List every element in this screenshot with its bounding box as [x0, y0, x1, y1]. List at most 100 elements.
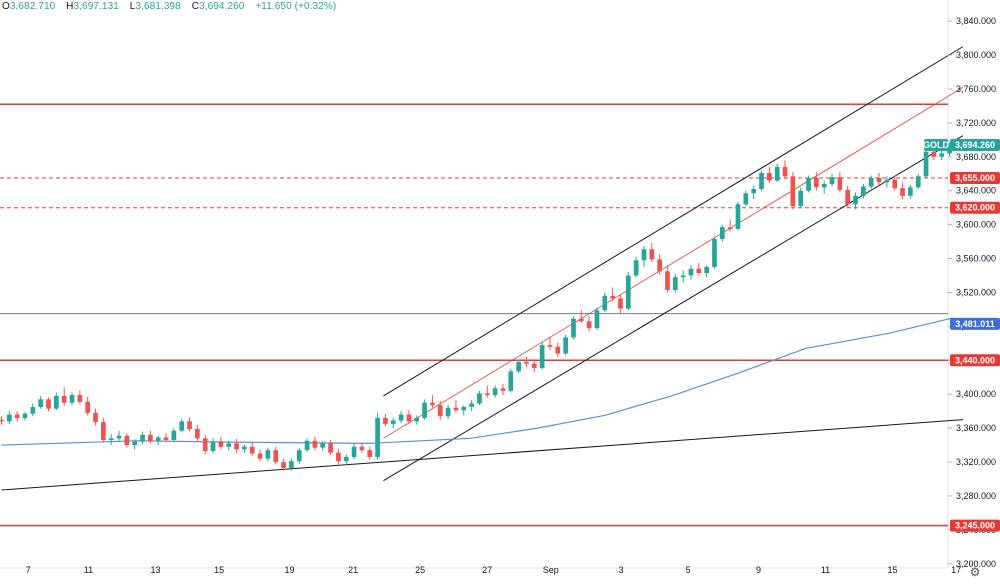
- level-tag: [950, 201, 1000, 214]
- level-tag-label: 3,620.000: [955, 203, 995, 213]
- candle-body: [931, 151, 937, 157]
- candle-body: [837, 177, 843, 190]
- ohlc-change: +11.650 (+0.32%): [255, 1, 337, 12]
- candle-body: [759, 172, 764, 190]
- candle-body: [312, 440, 318, 448]
- price-axis[interactable]: 3,200.0003,240.0003,280.0003,320.0003,36…: [948, 16, 996, 569]
- symbol-tag: [924, 138, 948, 151]
- price-tick-label: 3,320.000: [956, 457, 996, 467]
- trendlines: [1, 46, 964, 491]
- candle-body: [46, 399, 51, 409]
- candle-body: [69, 395, 75, 403]
- candle-body: [610, 295, 615, 299]
- moving-average-line: [1, 317, 954, 446]
- ohlc-high: H3,697.131: [66, 1, 119, 12]
- candle-body: [571, 318, 576, 338]
- candle-body: [649, 249, 655, 260]
- candle-body: [508, 371, 514, 391]
- price-tick-label: 3,560.000: [956, 254, 996, 264]
- price-tick-label: 3,400.000: [956, 389, 996, 399]
- candle-body: [430, 402, 435, 406]
- candle-body: [140, 434, 145, 442]
- candle-body: [743, 193, 749, 205]
- last-price-tag: [950, 138, 1000, 151]
- candle-body: [437, 405, 443, 417]
- candle-body: [281, 462, 286, 468]
- candlesticks: [0, 142, 952, 471]
- trendline-long-support: [1, 419, 963, 491]
- candle-body: [257, 453, 263, 459]
- candle-body: [939, 153, 945, 157]
- candle-body: [923, 151, 929, 177]
- candle-body: [657, 259, 663, 272]
- candle-body: [289, 461, 294, 468]
- candle-body: [500, 388, 506, 391]
- candle-body: [492, 388, 498, 396]
- candle-body: [884, 179, 890, 183]
- candle-body: [210, 441, 216, 452]
- candle-body: [751, 189, 757, 194]
- candle-body: [77, 395, 83, 402]
- candle-body: [814, 178, 819, 188]
- candle-body: [390, 420, 396, 424]
- candle-body: [187, 421, 192, 429]
- candle-body: [148, 434, 153, 441]
- candle-body: [712, 239, 717, 268]
- time-tick-label: 9: [756, 565, 761, 575]
- candle-body: [328, 443, 333, 453]
- time-tick-label: 15: [887, 565, 897, 575]
- price-tick-label: 3,800.000: [956, 50, 996, 60]
- time-tick-label: 11: [84, 565, 93, 575]
- candle-body: [61, 395, 67, 403]
- candle-body: [727, 227, 733, 229]
- candle-body: [249, 446, 255, 454]
- candle-body: [359, 446, 365, 451]
- symbol-tag-label: GOLD: [923, 140, 949, 150]
- candle-body: [547, 345, 553, 347]
- candle-body: [876, 178, 882, 183]
- candle-body: [641, 249, 647, 261]
- time-axis[interactable]: 7 11 13 15 19 21 25 27 Sep 3 5 9 11 15 17: [26, 565, 961, 575]
- price-tick-label: 3,840.000: [956, 16, 996, 26]
- gear-icon[interactable]: ⚙: [969, 565, 981, 579]
- candle-body: [829, 177, 835, 184]
- time-tick-label: 17: [951, 565, 961, 575]
- time-tick-label: 5: [686, 565, 691, 575]
- time-tick-label: 25: [415, 565, 425, 575]
- candle-body: [218, 441, 224, 447]
- candle-body: [116, 435, 122, 439]
- candle-body: [273, 450, 279, 463]
- time-tick-label: Sep: [543, 565, 559, 575]
- candle-body: [531, 363, 537, 368]
- level-tag: [950, 172, 1000, 185]
- price-tick-label: 3,360.000: [956, 423, 996, 433]
- candle-body: [892, 179, 898, 189]
- candle-body: [665, 271, 670, 290]
- candle-body: [688, 268, 694, 276]
- candle-body: [336, 452, 341, 462]
- candle-body: [398, 414, 404, 421]
- trendline-channel-upper: [383, 46, 964, 397]
- time-tick-label: 27: [482, 565, 492, 575]
- candle-body: [461, 406, 467, 411]
- candle-body: [806, 178, 811, 191]
- candle-body: [38, 399, 44, 407]
- price-tick-label: 3,760.000: [956, 84, 996, 94]
- candle-body: [171, 430, 177, 440]
- candle-body: [900, 188, 905, 196]
- candle-body: [853, 195, 858, 205]
- ohlc-open: O3,682.710: [2, 1, 56, 12]
- moving-average: [1, 317, 954, 446]
- candle-body: [383, 417, 388, 424]
- candle-body: [602, 295, 608, 311]
- candle-body: [351, 446, 357, 457]
- candle-body: [108, 438, 114, 440]
- time-tick-label: 7: [26, 565, 31, 575]
- ohlc-close: C3,694.260: [191, 1, 245, 12]
- candle-body: [0, 419, 4, 422]
- time-tick-label: 19: [284, 565, 294, 575]
- candle-body: [821, 183, 827, 188]
- ohlc-low: L3,681.398: [129, 1, 181, 12]
- candle-body: [578, 318, 584, 322]
